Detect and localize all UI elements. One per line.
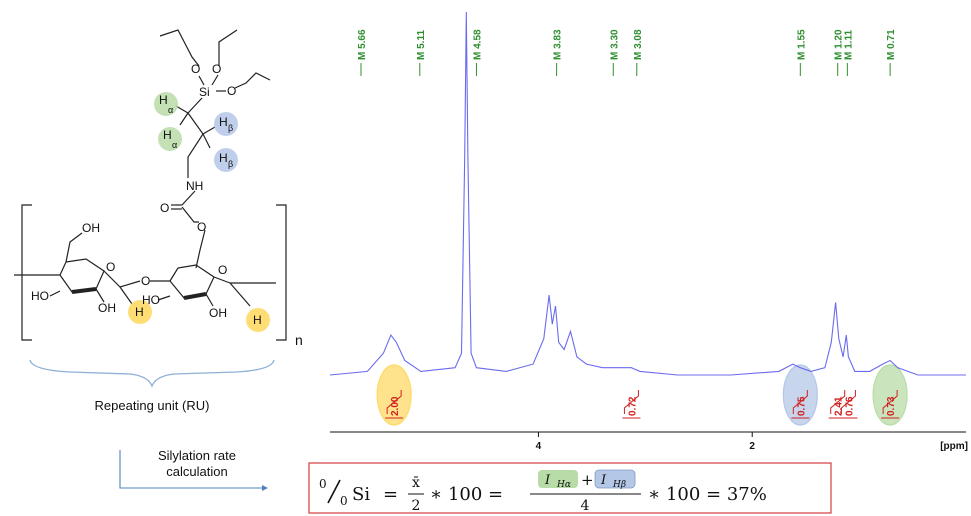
atom-o: O	[227, 84, 236, 98]
formula-i-alpha: I	[544, 473, 551, 488]
atom-beta: β	[228, 123, 233, 133]
peak-label: M 4.58	[472, 29, 483, 60]
atom-alpha: α	[172, 140, 177, 150]
atom-h: H	[219, 115, 228, 129]
nmr-spectrum: M 5.66 M 5.11 M 4.58 M 3.83 M 3.30 M 3.08 M 1.…	[330, 12, 968, 452]
peak-label: M 1.55	[796, 29, 807, 60]
calculation-arrow-head	[262, 485, 268, 491]
atom-o: O	[160, 201, 169, 215]
calculation-label-line1: Silylation rate	[158, 448, 236, 463]
formula-percent-den: 0	[340, 494, 348, 508]
atom-h: H	[163, 128, 172, 142]
propyl-chain	[188, 98, 203, 178]
si-o-bond	[212, 75, 218, 85]
ch2-bond	[196, 230, 205, 268]
peak-label: M 0.71	[886, 29, 897, 60]
atom-alpha: α	[168, 105, 173, 115]
si-o-bond	[199, 76, 204, 85]
x-axis-label: [ppm]	[940, 441, 968, 452]
peak-label: M 5.66	[357, 29, 368, 60]
integral-value: 0.73	[886, 396, 897, 416]
right-bracket	[276, 205, 286, 340]
integral-value: 2.00	[390, 396, 401, 416]
left-bracket	[22, 205, 32, 340]
formula-times-100: ∗ 100 =	[430, 484, 503, 505]
atom-si: Si	[199, 85, 210, 99]
repeating-unit-caption: Repeating unit (RU)	[95, 398, 210, 413]
ring-bond	[214, 277, 230, 283]
c-h-bond	[176, 106, 188, 113]
atom-ho: HO	[142, 293, 160, 307]
peak-label: M 3.30	[609, 29, 620, 60]
wedge-bond	[184, 294, 206, 298]
repeat-n: n	[295, 332, 303, 348]
atom-ho: HO	[31, 289, 49, 303]
atom-oh: OH	[209, 306, 227, 320]
formula-i-beta-sub: Hβ	[612, 480, 626, 490]
atom-oh: OH	[82, 221, 100, 235]
calculation-label-line2: calculation	[166, 464, 227, 479]
atom-oh: OH	[98, 301, 116, 315]
c-h-bond	[203, 134, 210, 148]
formula-two: 2	[412, 498, 421, 514]
formula-xbar: x̄	[412, 475, 420, 491]
c-h-bond	[180, 113, 188, 125]
integral-value: 0.72	[627, 396, 638, 416]
ethoxy-bond	[160, 30, 199, 66]
sugar-ring-left	[60, 259, 104, 292]
atom-h: H	[159, 93, 168, 107]
ethoxy-bond	[219, 30, 237, 66]
formula-four: 4	[581, 498, 590, 514]
peak-label: M 3.08	[633, 29, 644, 60]
atom-h: H	[253, 313, 262, 327]
integral-value: 0.76	[844, 396, 855, 416]
peak-label: M 1.11	[843, 30, 854, 60]
formula-i-alpha-sub: Hα	[556, 480, 571, 490]
formula-percent-num: 0	[319, 477, 327, 491]
atom-o: O	[218, 263, 227, 277]
atom-o: O	[212, 62, 221, 76]
ethoxy-bond	[235, 73, 270, 88]
spectrum-line	[330, 12, 966, 375]
atom-o: O	[197, 220, 206, 234]
silylation-formula: 0 0 Si = x̄ 2 ∗ 100 = I Hα + I Hβ 4 ∗ 10…	[309, 463, 831, 514]
formula-plus: +	[581, 471, 594, 489]
ho-bond	[50, 291, 60, 296]
formula-i-beta: I	[600, 473, 607, 488]
oh-bond	[206, 294, 213, 306]
x-tick-label: 4	[536, 441, 542, 452]
formula-equals: =	[383, 484, 398, 505]
peak-label: M 3.83	[553, 29, 564, 60]
wedge-bond	[72, 289, 96, 292]
sugar-ring-right	[170, 265, 214, 298]
atom-h: H	[219, 151, 228, 165]
integral-value: 0.75	[796, 396, 807, 416]
atom-h: H	[135, 305, 144, 319]
formula-si: Si	[352, 484, 370, 505]
atom-nh: NH	[186, 179, 203, 193]
peak-label: M 5.11	[416, 30, 427, 60]
repeating-unit-brace	[30, 360, 274, 386]
h-bond	[120, 287, 132, 304]
atom-beta: β	[228, 159, 233, 169]
formula-result: ∗ 100 = 37%	[648, 484, 767, 505]
n-c-bond	[182, 191, 195, 205]
ch2oh-bond	[66, 233, 82, 262]
atom-o: O	[141, 274, 150, 288]
x-tick-label: 2	[749, 441, 755, 452]
atom-o: O	[191, 62, 200, 76]
atom-o: O	[106, 260, 115, 274]
c-h-bond	[203, 127, 215, 134]
h-bond	[230, 283, 250, 306]
